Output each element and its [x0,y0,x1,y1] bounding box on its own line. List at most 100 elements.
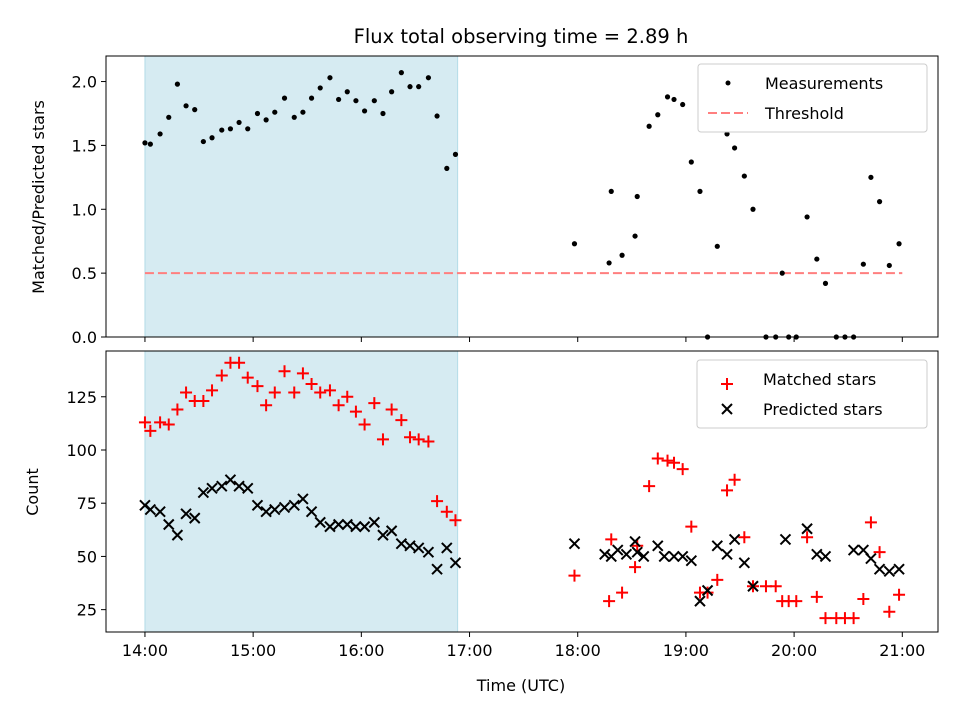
point-measurements [741,173,747,179]
point-predicted-stars [676,550,689,563]
point-predicted-stars [779,533,792,546]
point-matched-stars [323,384,336,397]
panel-counts-ylabel: Count [23,468,42,516]
x-tick-label: 20:00 [771,641,817,660]
panel-ratio-x-ticks [144,337,903,342]
point-predicted-stars [385,525,398,537]
point-predicted-stars [694,595,706,607]
point-matched-stars [260,399,273,412]
point-measurements [219,127,225,133]
point-matched-stars [769,580,782,593]
point-measurements [300,109,306,115]
y-tick-label: 25 [77,601,97,620]
point-matched-stars [864,516,877,529]
point-predicted-stars [631,546,643,558]
point-measurements [416,84,422,90]
point-matched-stars [738,531,751,544]
point-predicted-stars [260,506,272,518]
point-measurements [389,89,395,95]
point-matched-stars [314,386,327,399]
y-tick-label: 0.5 [72,264,97,283]
y-tick-label: 75 [77,494,97,513]
point-measurements [200,138,206,145]
point-predicted-stars [206,482,218,495]
point-matched-stars [296,367,309,380]
point-predicted-stars [847,544,860,556]
panel-ratio-y-ticks: 0.0 0.5 1.0 1.5 2.0 [72,73,106,347]
point-matched-stars [701,586,714,599]
point-matched-stars [288,386,301,399]
point-measurements [886,262,892,269]
point-measurements [779,270,785,276]
point-predicted-stars [449,557,462,569]
y-tick-label: 125 [66,388,97,407]
point-matched-stars [241,371,254,384]
point-predicted-stars [873,563,886,575]
point-predicted-stars [341,518,353,531]
point-matched-stars [215,369,228,382]
point-matched-stars [144,424,157,437]
point-matched-stars [651,452,664,465]
point-measurements [876,199,883,205]
x-axis-label: Time (UTC) [476,676,565,695]
legend-marker-predicted-stars [721,403,733,415]
point-measurements [147,141,153,147]
point-predicted-stars [412,542,425,554]
point-matched-stars [233,356,246,369]
panel-ratio-marks [142,70,902,340]
point-measurements [272,109,278,115]
legend-label-matched-stars: Matched stars [763,370,876,389]
point-matched-stars [711,573,724,586]
point-measurements [281,95,288,101]
point-matched-stars [568,569,581,582]
point-matched-stars [385,403,398,416]
point-predicted-stars [144,503,157,516]
point-measurements [317,85,323,91]
point-predicted-stars [350,520,362,533]
point-measurements [814,256,820,262]
point-matched-stars [412,433,425,446]
panel-counts: 25 50 75 100 125 14:00 15:00 16:00 17:00 18:00 19… [23,350,939,695]
point-matched-stars [668,456,681,469]
point-measurements [655,112,661,118]
point-measurements [371,98,377,104]
point-predicted-stars [811,548,823,561]
point-measurements [860,261,866,267]
point-measurements [254,110,261,117]
panel-ratio-ylabel: Matched/Predicted stars [29,100,48,294]
point-predicted-stars [404,540,416,552]
point-measurements [804,214,810,220]
x-tick-label: 15:00 [230,641,276,660]
point-predicted-stars [652,540,664,552]
point-matched-stars [431,495,444,508]
legend-frame [697,63,928,133]
point-predicted-stars [658,550,670,563]
point-predicted-stars [305,506,318,518]
point-matched-stars [873,546,886,559]
point-matched-stars [603,595,616,608]
point-predicted-stars [197,486,210,499]
y-tick-label: 50 [77,547,97,566]
point-measurements [398,70,404,76]
point-measurements [697,188,703,194]
point-matched-stars [790,595,803,608]
point-measurements [245,126,251,132]
point-predicted-stars [189,512,201,524]
point-predicted-stars [701,584,714,597]
point-matched-stars [162,418,175,431]
point-predicted-stars [685,554,698,567]
x-tick-label: 16:00 [338,641,384,660]
point-measurements [407,84,413,90]
point-matched-stars [180,386,193,399]
point-measurements [142,140,148,146]
point-matched-stars [685,520,698,533]
point-measurements [452,151,459,157]
point-measurements [896,241,902,247]
y-tick-label: 0.0 [72,328,97,347]
panel-counts-y-ticks: 25 50 75 100 125 [66,388,106,620]
x-tick-label: 21:00 [879,641,925,660]
point-matched-stars [605,533,618,546]
point-matched-stars [368,397,381,410]
point-matched-stars [341,390,354,403]
